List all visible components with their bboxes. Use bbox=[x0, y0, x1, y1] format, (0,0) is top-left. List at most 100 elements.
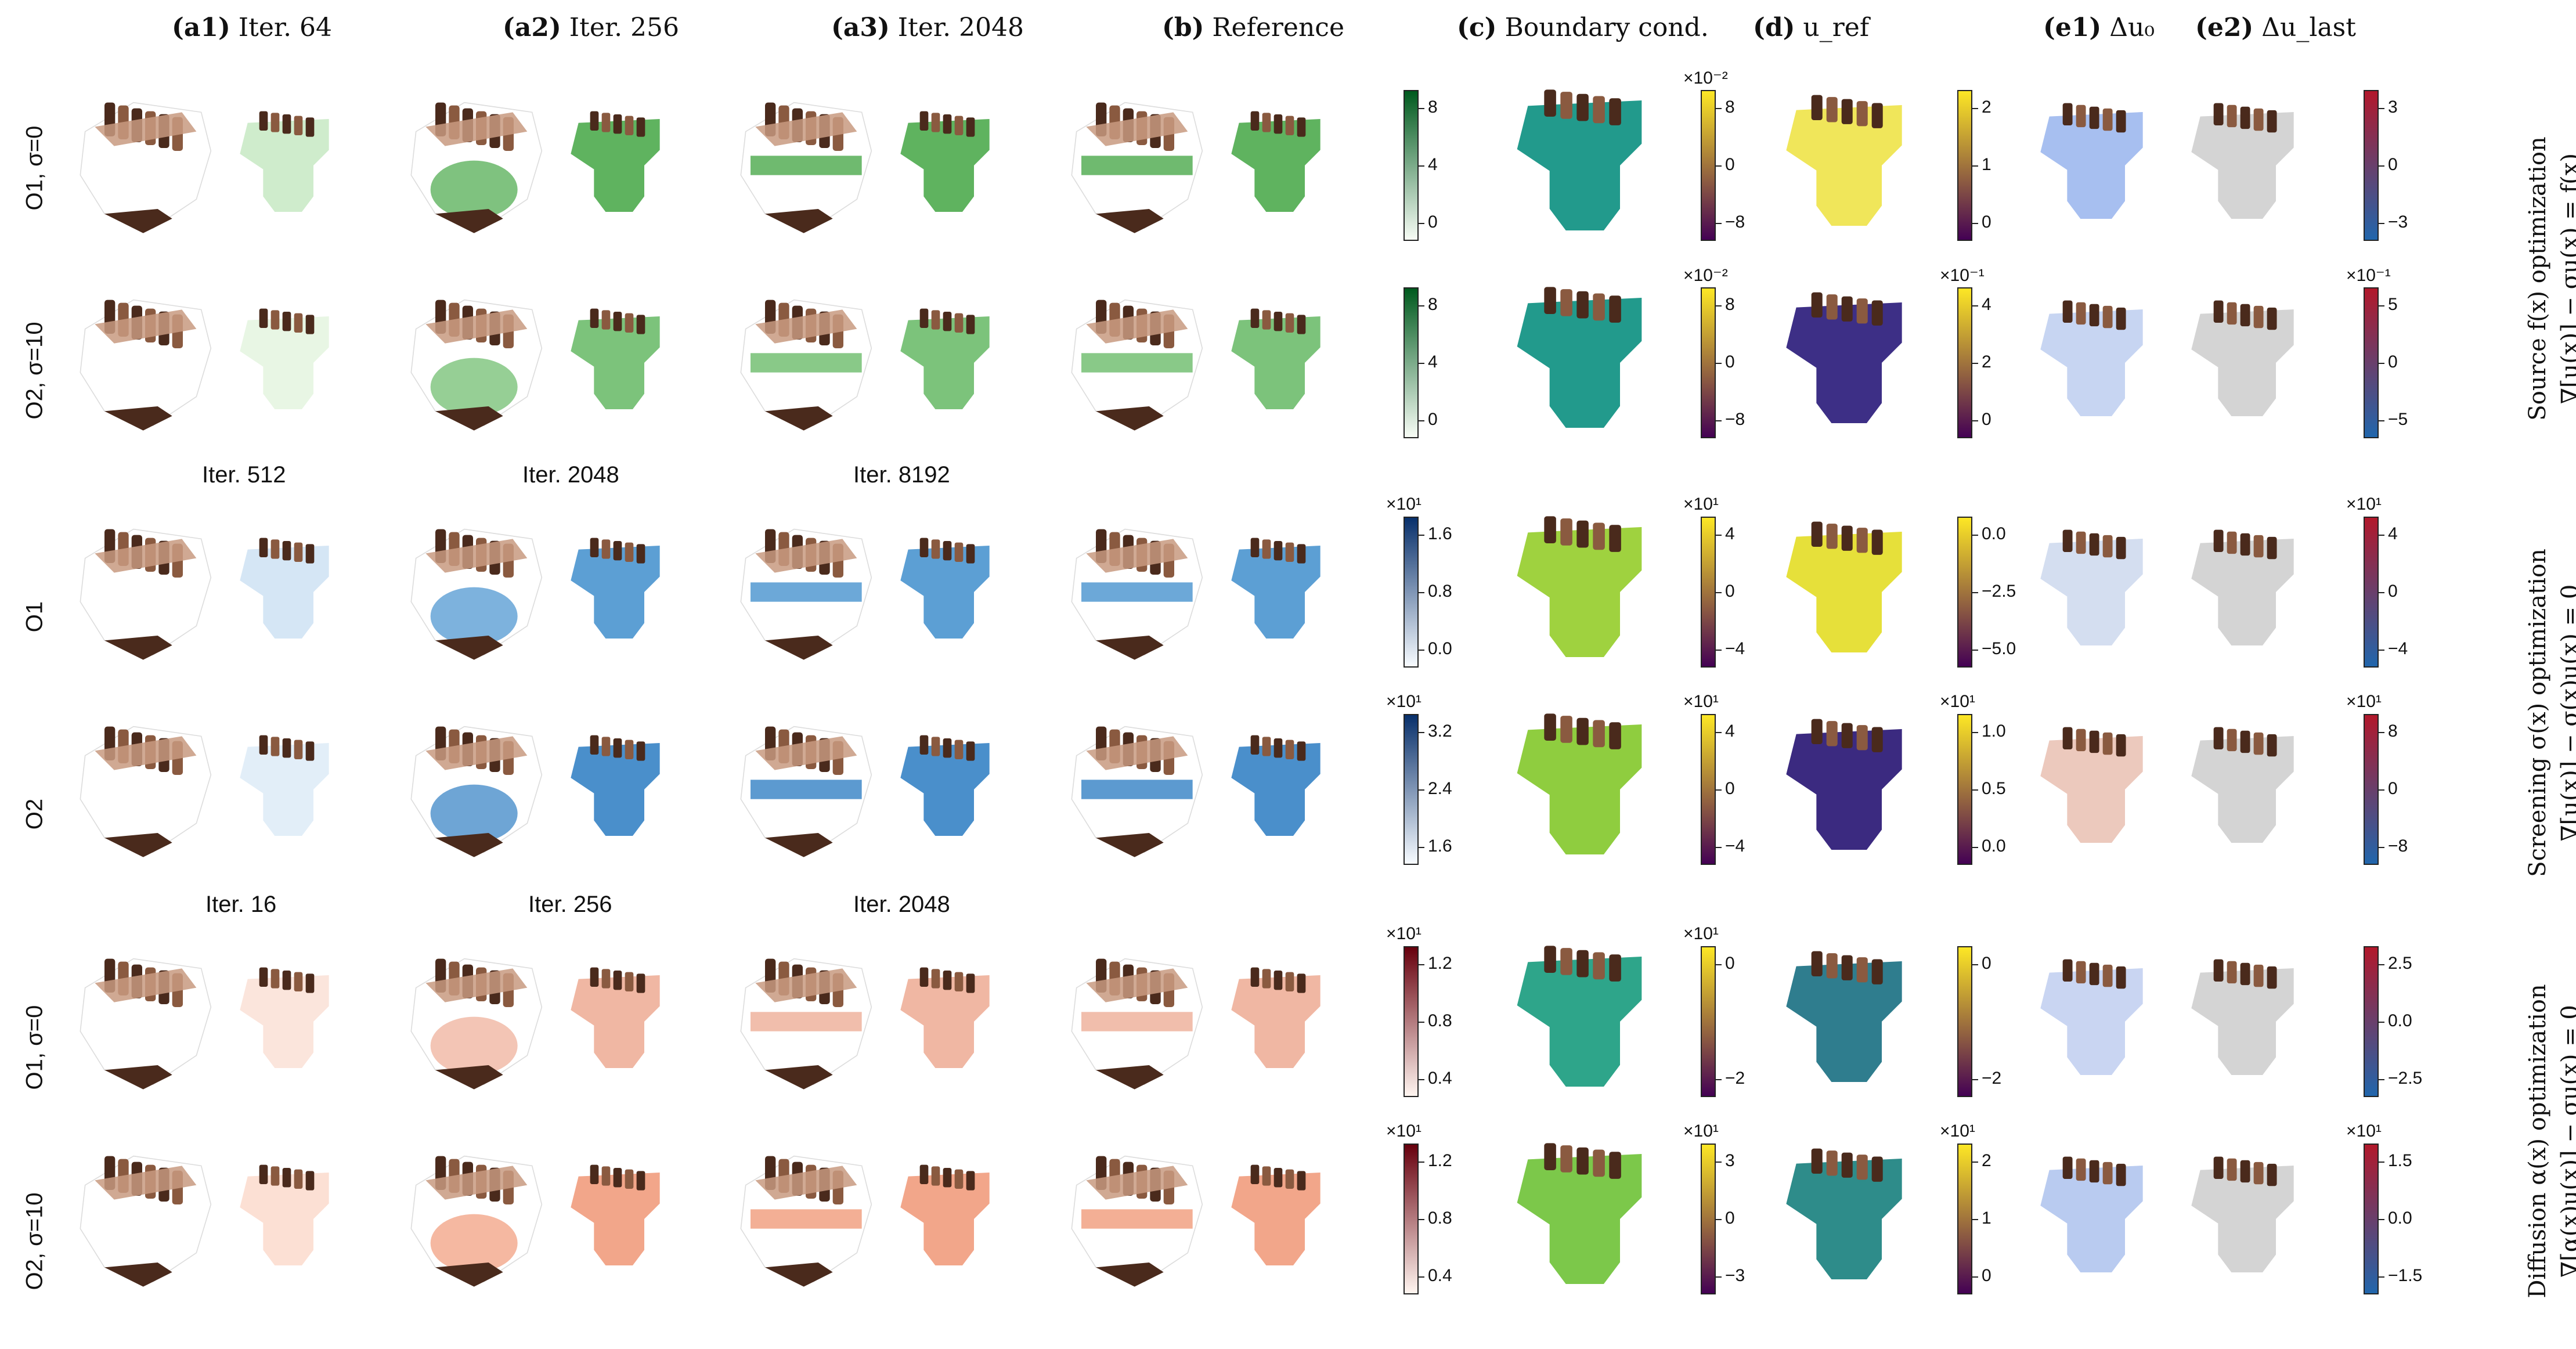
tick-mark bbox=[1972, 732, 1978, 734]
tick-label: 2 bbox=[1982, 98, 1991, 117]
col-header-a1: (a1) Iter. 64 bbox=[172, 13, 333, 42]
colorbar-param-r5 bbox=[1404, 946, 1419, 1097]
panel-e1-r5 bbox=[2040, 959, 2143, 1075]
tick-mark bbox=[1419, 305, 1424, 307]
tick-label: 0 bbox=[1725, 352, 1735, 371]
tick-label: 2.5 bbox=[2388, 954, 2412, 973]
colorbar-uref-r3 bbox=[1957, 517, 1972, 668]
tick-mark bbox=[1419, 535, 1424, 536]
colorbar-bc-r4 bbox=[1701, 714, 1716, 865]
col-header-c: (c) Boundary cond. bbox=[1457, 13, 1709, 42]
panel-r2-c3-b bbox=[900, 308, 990, 409]
colorbar-param-r2 bbox=[1404, 287, 1419, 438]
tick-label: 0 bbox=[1982, 409, 1991, 429]
tick-mark bbox=[1419, 1162, 1424, 1163]
panel-r5-c4-b bbox=[1231, 967, 1321, 1068]
panel-e1-r1 bbox=[2040, 103, 2143, 219]
panel-r1-c2-b bbox=[571, 111, 660, 212]
tick-label: 0.0 bbox=[2388, 1209, 2412, 1228]
tick-label: 8 bbox=[1428, 98, 1438, 117]
panel-uref-r3 bbox=[1786, 521, 1902, 652]
col-header-a2: (a2) Iter. 256 bbox=[503, 13, 680, 42]
tick-label: 1.6 bbox=[1428, 836, 1452, 856]
panel-r3-c4-a bbox=[1071, 528, 1203, 660]
panel-r2-c2-b bbox=[571, 308, 660, 409]
panel-r2-c2-a bbox=[410, 299, 543, 431]
tick-label: −2.5 bbox=[2388, 1068, 2423, 1088]
tick-label: 5 bbox=[2388, 295, 2398, 315]
tick-mark bbox=[2379, 108, 2384, 110]
panel-e1-r4 bbox=[2040, 727, 2143, 843]
tick-label: 4 bbox=[1725, 722, 1735, 741]
panel-uref-r2 bbox=[1786, 292, 1902, 423]
tick-mark bbox=[1972, 165, 1978, 167]
scale-label: ×10¹ bbox=[1683, 692, 1719, 711]
tick-mark bbox=[1419, 1276, 1424, 1278]
tick-label: 0.4 bbox=[1428, 1265, 1452, 1285]
tick-mark bbox=[1972, 535, 1978, 536]
tick-mark bbox=[2379, 1276, 2384, 1278]
tick-mark bbox=[1419, 846, 1424, 848]
col-header-d: (d) u_ref bbox=[1753, 13, 1870, 42]
tick-label: 2.4 bbox=[1428, 779, 1452, 798]
scale-label: ×10⁻² bbox=[1683, 68, 1728, 88]
tick-mark bbox=[1716, 789, 1722, 791]
tick-label: 8 bbox=[2388, 722, 2398, 741]
tick-label: −4 bbox=[1725, 836, 1745, 856]
colorbar-param-r6 bbox=[1404, 1144, 1419, 1294]
tick-label: 8 bbox=[1725, 98, 1735, 117]
panel-uref-r4 bbox=[1786, 719, 1902, 850]
tick-mark bbox=[2379, 1162, 2384, 1163]
tick-mark bbox=[1716, 1276, 1722, 1278]
tick-mark bbox=[1716, 1079, 1722, 1080]
colorbar-err-r5 bbox=[2364, 946, 2379, 1097]
tick-label: 8 bbox=[1725, 295, 1735, 315]
panel-r4-c3-a bbox=[740, 726, 872, 857]
tick-mark bbox=[1972, 964, 1978, 966]
scale-label: ×10⁻¹ bbox=[1940, 266, 1985, 285]
tick-label: −8 bbox=[1725, 409, 1745, 429]
panel-uref-r1 bbox=[1786, 95, 1902, 226]
colorbar-uref-r4 bbox=[1957, 714, 1972, 865]
panel-r2-c1-a bbox=[80, 299, 212, 431]
tick-label: −8 bbox=[1725, 212, 1745, 232]
panel-r1-c3-b bbox=[900, 111, 990, 212]
tick-label: −5.0 bbox=[1982, 639, 2016, 658]
tick-label: 1 bbox=[1982, 1209, 1991, 1228]
tick-mark bbox=[1716, 165, 1722, 167]
tick-mark bbox=[1716, 732, 1722, 734]
tick-mark bbox=[1716, 420, 1722, 421]
scale-label: ×10¹ bbox=[2346, 1121, 2382, 1141]
panel-r2-c3-a bbox=[740, 299, 872, 431]
tick-mark bbox=[1972, 846, 1978, 848]
tick-label: 2 bbox=[1982, 1151, 1991, 1171]
tick-mark bbox=[2379, 222, 2384, 224]
panel-r2-c4-a bbox=[1071, 299, 1203, 431]
colorbar-bc-r5 bbox=[1701, 946, 1716, 1097]
row-label-6: O2, σ=10 bbox=[21, 1192, 48, 1290]
tick-label: 0 bbox=[1725, 954, 1735, 973]
panel-r4-c4-a bbox=[1071, 726, 1203, 857]
tick-label: 3.2 bbox=[1428, 722, 1452, 741]
tick-mark bbox=[1716, 592, 1722, 593]
tick-mark bbox=[1972, 592, 1978, 593]
col-header-e2: (e2) Δu_last bbox=[2195, 13, 2356, 42]
col-header-e1: (e1) Δu₀ bbox=[2043, 13, 2155, 42]
panel-r5-c4-a bbox=[1071, 958, 1203, 1090]
panel-r3-c3-a bbox=[740, 528, 872, 660]
tick-mark bbox=[2379, 1219, 2384, 1220]
tick-label: 0 bbox=[1725, 582, 1735, 601]
scale-label: ×10¹ bbox=[1683, 495, 1719, 514]
tick-label: −1.5 bbox=[2388, 1265, 2423, 1285]
tick-mark bbox=[1716, 964, 1722, 966]
col-header-a3: (a3) Iter. 2048 bbox=[831, 13, 1024, 42]
panel-e2-r6 bbox=[2191, 1156, 2294, 1272]
panel-r5-c3-a bbox=[740, 958, 872, 1090]
tick-label: 0 bbox=[2388, 155, 2398, 174]
tick-label: −2 bbox=[1725, 1068, 1745, 1088]
colorbar-param-r1 bbox=[1404, 90, 1419, 241]
tick-label: 0.8 bbox=[1428, 582, 1452, 601]
tick-label: 0.0 bbox=[1428, 639, 1452, 658]
panel-r3-c3-b bbox=[900, 538, 990, 639]
tick-mark bbox=[1419, 789, 1424, 791]
